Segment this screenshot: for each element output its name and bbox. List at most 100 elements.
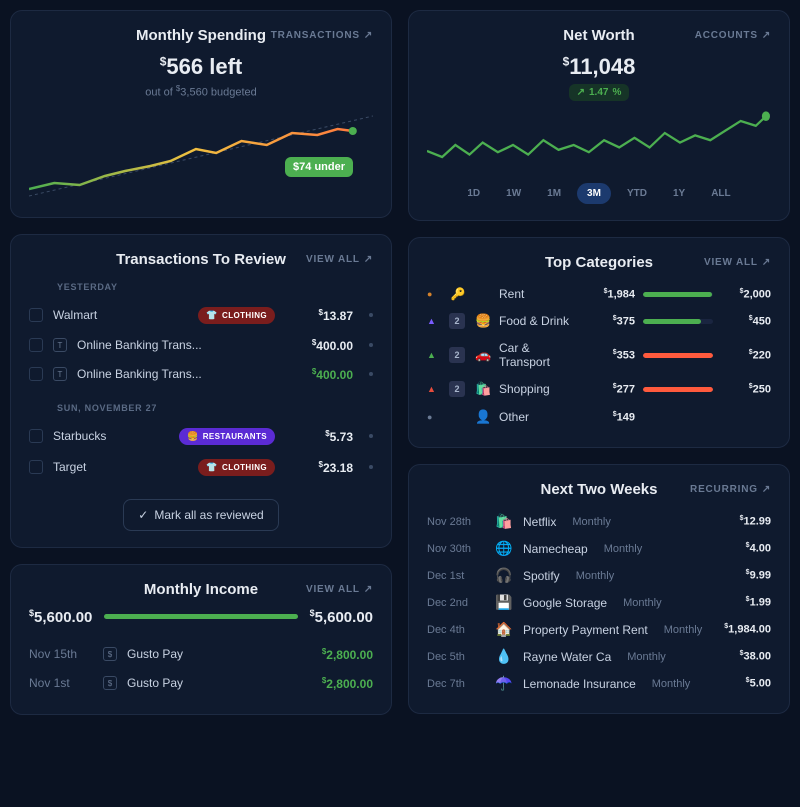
rank-badge: 2 — [449, 381, 465, 397]
income-progress-bar — [104, 614, 297, 619]
networth-chart — [427, 109, 771, 169]
review-checkbox[interactable] — [29, 367, 43, 381]
recurring-frequency: Monthly — [576, 570, 615, 582]
payroll-icon: $ — [103, 647, 117, 661]
transactions-title: Transactions To Review — [116, 251, 286, 268]
transactions-viewall-link[interactable]: VIEW ALL ↗ — [306, 254, 373, 265]
income-name: Gusto Pay — [127, 676, 312, 690]
recurring-frequency: Monthly — [664, 624, 703, 636]
review-checkbox[interactable] — [29, 460, 43, 474]
category-name: Food & Drink — [499, 314, 577, 328]
categories-viewall-link[interactable]: VIEW ALL ↗ — [704, 257, 771, 268]
networth-card: Net Worth ACCOUNTS ↗ $11,048 ↗ 1.47% 1D1… — [408, 10, 790, 221]
recurring-row[interactable]: Nov 30th 🌐 Namecheap Monthly $4.00 — [427, 535, 771, 562]
category-row[interactable]: ▲ 2 🚗 Car & Transport $353 $220 — [427, 335, 771, 375]
tx-section-label: YESTERDAY — [57, 282, 373, 292]
recurring-amount: $4.00 — [746, 542, 771, 555]
tx-name: Online Banking Trans... — [77, 338, 275, 352]
category-row[interactable]: ● 👤 Other $149 — [427, 403, 771, 431]
transactions-card: Transactions To Review VIEW ALL ↗ YESTER… — [10, 234, 392, 548]
recurring-amount: $9.99 — [746, 569, 771, 582]
trend-arrow-icon: ▲ — [427, 384, 441, 394]
recurring-amount: $1.99 — [746, 596, 771, 609]
categories-title: Top Categories — [545, 254, 653, 271]
transfer-icon: T — [53, 367, 67, 381]
transactions-link[interactable]: TRANSACTIONS ↗ — [271, 30, 373, 41]
recurring-row[interactable]: Nov 28th 🛍️ Netflix Monthly $12.99 — [427, 508, 771, 535]
category-tag: 👕CLOTHING — [198, 307, 275, 324]
arrow-ne-icon: ↗ — [364, 30, 373, 41]
networth-change-badge: ↗ 1.47% — [569, 84, 630, 101]
category-spent: $353 — [585, 349, 635, 362]
recurring-frequency: Monthly — [627, 651, 666, 663]
recurring-row[interactable]: Dec 1st 🎧 Spotify Monthly $9.99 — [427, 562, 771, 589]
income-title: Monthly Income — [144, 581, 258, 598]
category-row[interactable]: ● 🔑 Rent $1,984 $2,000 — [427, 281, 771, 307]
category-spent: $277 — [585, 383, 635, 396]
accounts-link[interactable]: ACCOUNTS ↗ — [695, 30, 771, 41]
range-tab-1m[interactable]: 1M — [537, 183, 571, 204]
transaction-row[interactable]: Starbucks 🍔RESTAURANTS $5.73 — [29, 421, 373, 452]
transaction-row[interactable]: T Online Banking Trans... $400.00 — [29, 331, 373, 360]
range-tab-1d[interactable]: 1D — [457, 183, 490, 204]
trend-arrow-icon: ▲ — [427, 316, 441, 326]
transaction-row[interactable]: Target 👕CLOTHING $23.18 — [29, 452, 373, 483]
tx-amount: $5.73 — [293, 429, 353, 444]
recurring-date: Dec 2nd — [427, 597, 485, 609]
recurring-card: Next Two Weeks RECURRING ↗ Nov 28th 🛍️ N… — [408, 464, 790, 714]
category-icon: 🚗 — [475, 347, 491, 363]
networth-title: Net Worth — [563, 27, 634, 44]
income-viewall-link[interactable]: VIEW ALL ↗ — [306, 584, 373, 595]
range-tab-3m[interactable]: 3M — [577, 183, 611, 204]
recurring-row[interactable]: Dec 7th ☂️ Lemonade Insurance Monthly $5… — [427, 670, 771, 697]
tx-name: Target — [53, 460, 188, 474]
range-tabs: 1D 1W 1M 3M YTD 1Y ALL — [427, 183, 771, 204]
tx-amount: $400.00 — [293, 367, 353, 382]
recurring-row[interactable]: Dec 5th 💧 Rayne Water Ca Monthly $38.00 — [427, 643, 771, 670]
category-budget: $450 — [721, 315, 771, 328]
category-bar — [643, 387, 713, 392]
recurring-row[interactable]: Dec 4th 🏠 Property Payment Rent Monthly … — [427, 616, 771, 643]
recurring-date: Dec 4th — [427, 624, 485, 636]
category-name: Other — [499, 410, 577, 424]
recurring-name: Namecheap — [523, 542, 588, 556]
recurring-date: Dec 1st — [427, 570, 485, 582]
mark-all-reviewed-button[interactable]: ✓ Mark all as reviewed — [123, 499, 278, 531]
review-checkbox[interactable] — [29, 338, 43, 352]
status-dot-icon — [369, 313, 373, 317]
spending-chart: $74 under — [29, 111, 373, 201]
range-tab-1w[interactable]: 1W — [496, 183, 531, 204]
merchant-icon: 💧 — [495, 648, 513, 665]
range-tab-all[interactable]: ALL — [701, 183, 740, 204]
range-tab-ytd[interactable]: YTD — [617, 183, 657, 204]
category-tag: 👕CLOTHING — [198, 459, 275, 476]
category-row[interactable]: ▲ 2 🛍️ Shopping $277 $250 — [427, 375, 771, 403]
recurring-amount: $12.99 — [740, 515, 771, 528]
spending-subtext: out of $3,560 budgeted — [29, 84, 373, 99]
tx-name: Walmart — [53, 308, 188, 322]
income-row[interactable]: Nov 1st $ Gusto Pay $2,800.00 — [29, 669, 373, 698]
range-tab-1y[interactable]: 1Y — [663, 183, 695, 204]
recurring-link[interactable]: RECURRING ↗ — [690, 484, 771, 495]
category-row[interactable]: ▲ 2 🍔 Food & Drink $375 $450 — [427, 307, 771, 335]
transaction-row[interactable]: T Online Banking Trans... $400.00 — [29, 360, 373, 389]
review-checkbox[interactable] — [29, 308, 43, 322]
category-budget: $250 — [721, 383, 771, 396]
monthly-income-card: Monthly Income VIEW ALL ↗ $5,600.00 $5,6… — [10, 564, 392, 715]
category-tag: 🍔RESTAURANTS — [179, 428, 275, 445]
arrow-ne-icon: ↗ — [364, 584, 373, 595]
category-bar — [643, 319, 713, 324]
merchant-icon: 🏠 — [495, 621, 513, 638]
monthly-spending-card: Monthly Spending TRANSACTIONS ↗ $566 lef… — [10, 10, 392, 218]
recurring-name: Google Storage — [523, 596, 607, 610]
rank-badge: 2 — [449, 347, 465, 363]
review-checkbox[interactable] — [29, 429, 43, 443]
transaction-row[interactable]: Walmart 👕CLOTHING $13.87 — [29, 300, 373, 331]
recurring-name: Rayne Water Ca — [523, 650, 611, 664]
income-row[interactable]: Nov 15th $ Gusto Pay $2,800.00 — [29, 640, 373, 669]
tx-amount: $13.87 — [293, 308, 353, 323]
arrow-ne-icon: ↗ — [762, 30, 771, 41]
recurring-row[interactable]: Dec 2nd 💾 Google Storage Monthly $1.99 — [427, 589, 771, 616]
recurring-date: Dec 5th — [427, 651, 485, 663]
recurring-name: Netflix — [523, 515, 556, 529]
